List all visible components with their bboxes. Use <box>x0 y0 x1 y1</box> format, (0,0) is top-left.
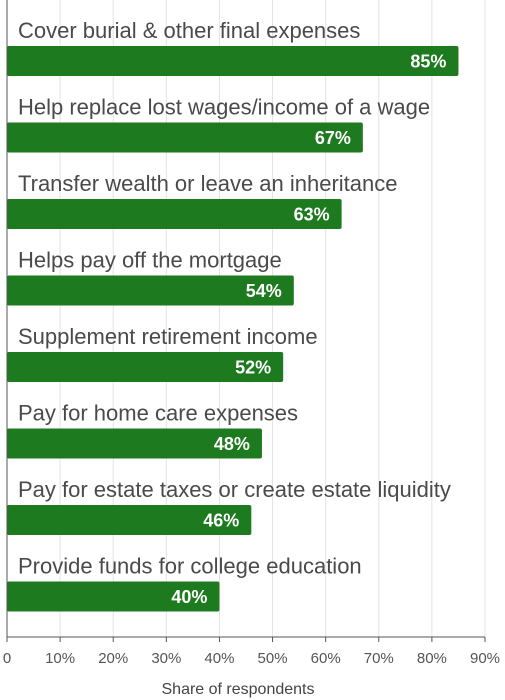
bar-row: Pay for home care expenses 48% <box>7 401 298 459</box>
bar-value-label: 54% <box>246 281 282 301</box>
bar <box>7 46 459 76</box>
bar-value-label: 40% <box>171 587 207 607</box>
bars: Cover burial & other final expenses 85% He… <box>7 18 459 612</box>
x-tick-label: 90% <box>470 650 500 667</box>
bar-value-label: 85% <box>410 52 446 72</box>
bar <box>7 275 294 306</box>
category-label: Transfer wealth or leave an inheritance <box>18 171 398 196</box>
bar <box>7 428 262 459</box>
gridlines <box>59 0 486 637</box>
bar-row: Provide funds for college education 40% <box>7 554 362 612</box>
bar-row: Pay for estate taxes or create estate li… <box>7 477 451 535</box>
bar <box>7 352 284 382</box>
bar-value-label: 63% <box>294 205 330 225</box>
bar <box>7 505 252 535</box>
bar <box>7 581 220 612</box>
x-axis: 0 10% 20% 30% 40% 50% 60% 70% 80% 90% <box>3 0 500 667</box>
x-tick-label: 70% <box>364 650 394 667</box>
bar-row: Supplement retirement income 52% <box>7 324 318 382</box>
x-tick-label: 80% <box>417 650 447 667</box>
bar <box>7 199 342 229</box>
bar-row: Helps pay off the mortgage 54% <box>7 248 294 306</box>
bar-value-label: 67% <box>315 128 351 148</box>
category-label: Help replace lost wages/income of a wage <box>18 95 430 120</box>
x-tick-label: 50% <box>258 650 288 667</box>
category-label: Provide funds for college education <box>18 554 362 579</box>
x-tick-label: 0 <box>3 650 11 667</box>
x-tick-label: 20% <box>98 650 128 667</box>
bar-value-label: 52% <box>235 358 271 378</box>
x-tick-label: 10% <box>45 650 75 667</box>
bar-row: Help replace lost wages/income of a wage… <box>7 95 430 153</box>
category-label: Cover burial & other final expenses <box>18 18 360 43</box>
category-label: Pay for estate taxes or create estate li… <box>18 477 451 502</box>
bar-row: Transfer wealth or leave an inheritance 6… <box>7 171 398 229</box>
x-tick-label: 30% <box>151 650 181 667</box>
bar-value-label: 48% <box>214 434 250 454</box>
bar <box>7 122 363 153</box>
x-tick-label: 40% <box>204 650 234 667</box>
category-label: Supplement retirement income <box>18 324 318 349</box>
x-axis-title: Share of respondents <box>162 681 315 698</box>
category-label: Helps pay off the mortgage <box>18 248 282 273</box>
x-tick-label: 60% <box>311 650 341 667</box>
bar-row: Cover burial & other final expenses 85% <box>7 18 459 76</box>
bar-value-label: 46% <box>203 511 239 531</box>
category-label: Pay for home care expenses <box>18 401 298 426</box>
